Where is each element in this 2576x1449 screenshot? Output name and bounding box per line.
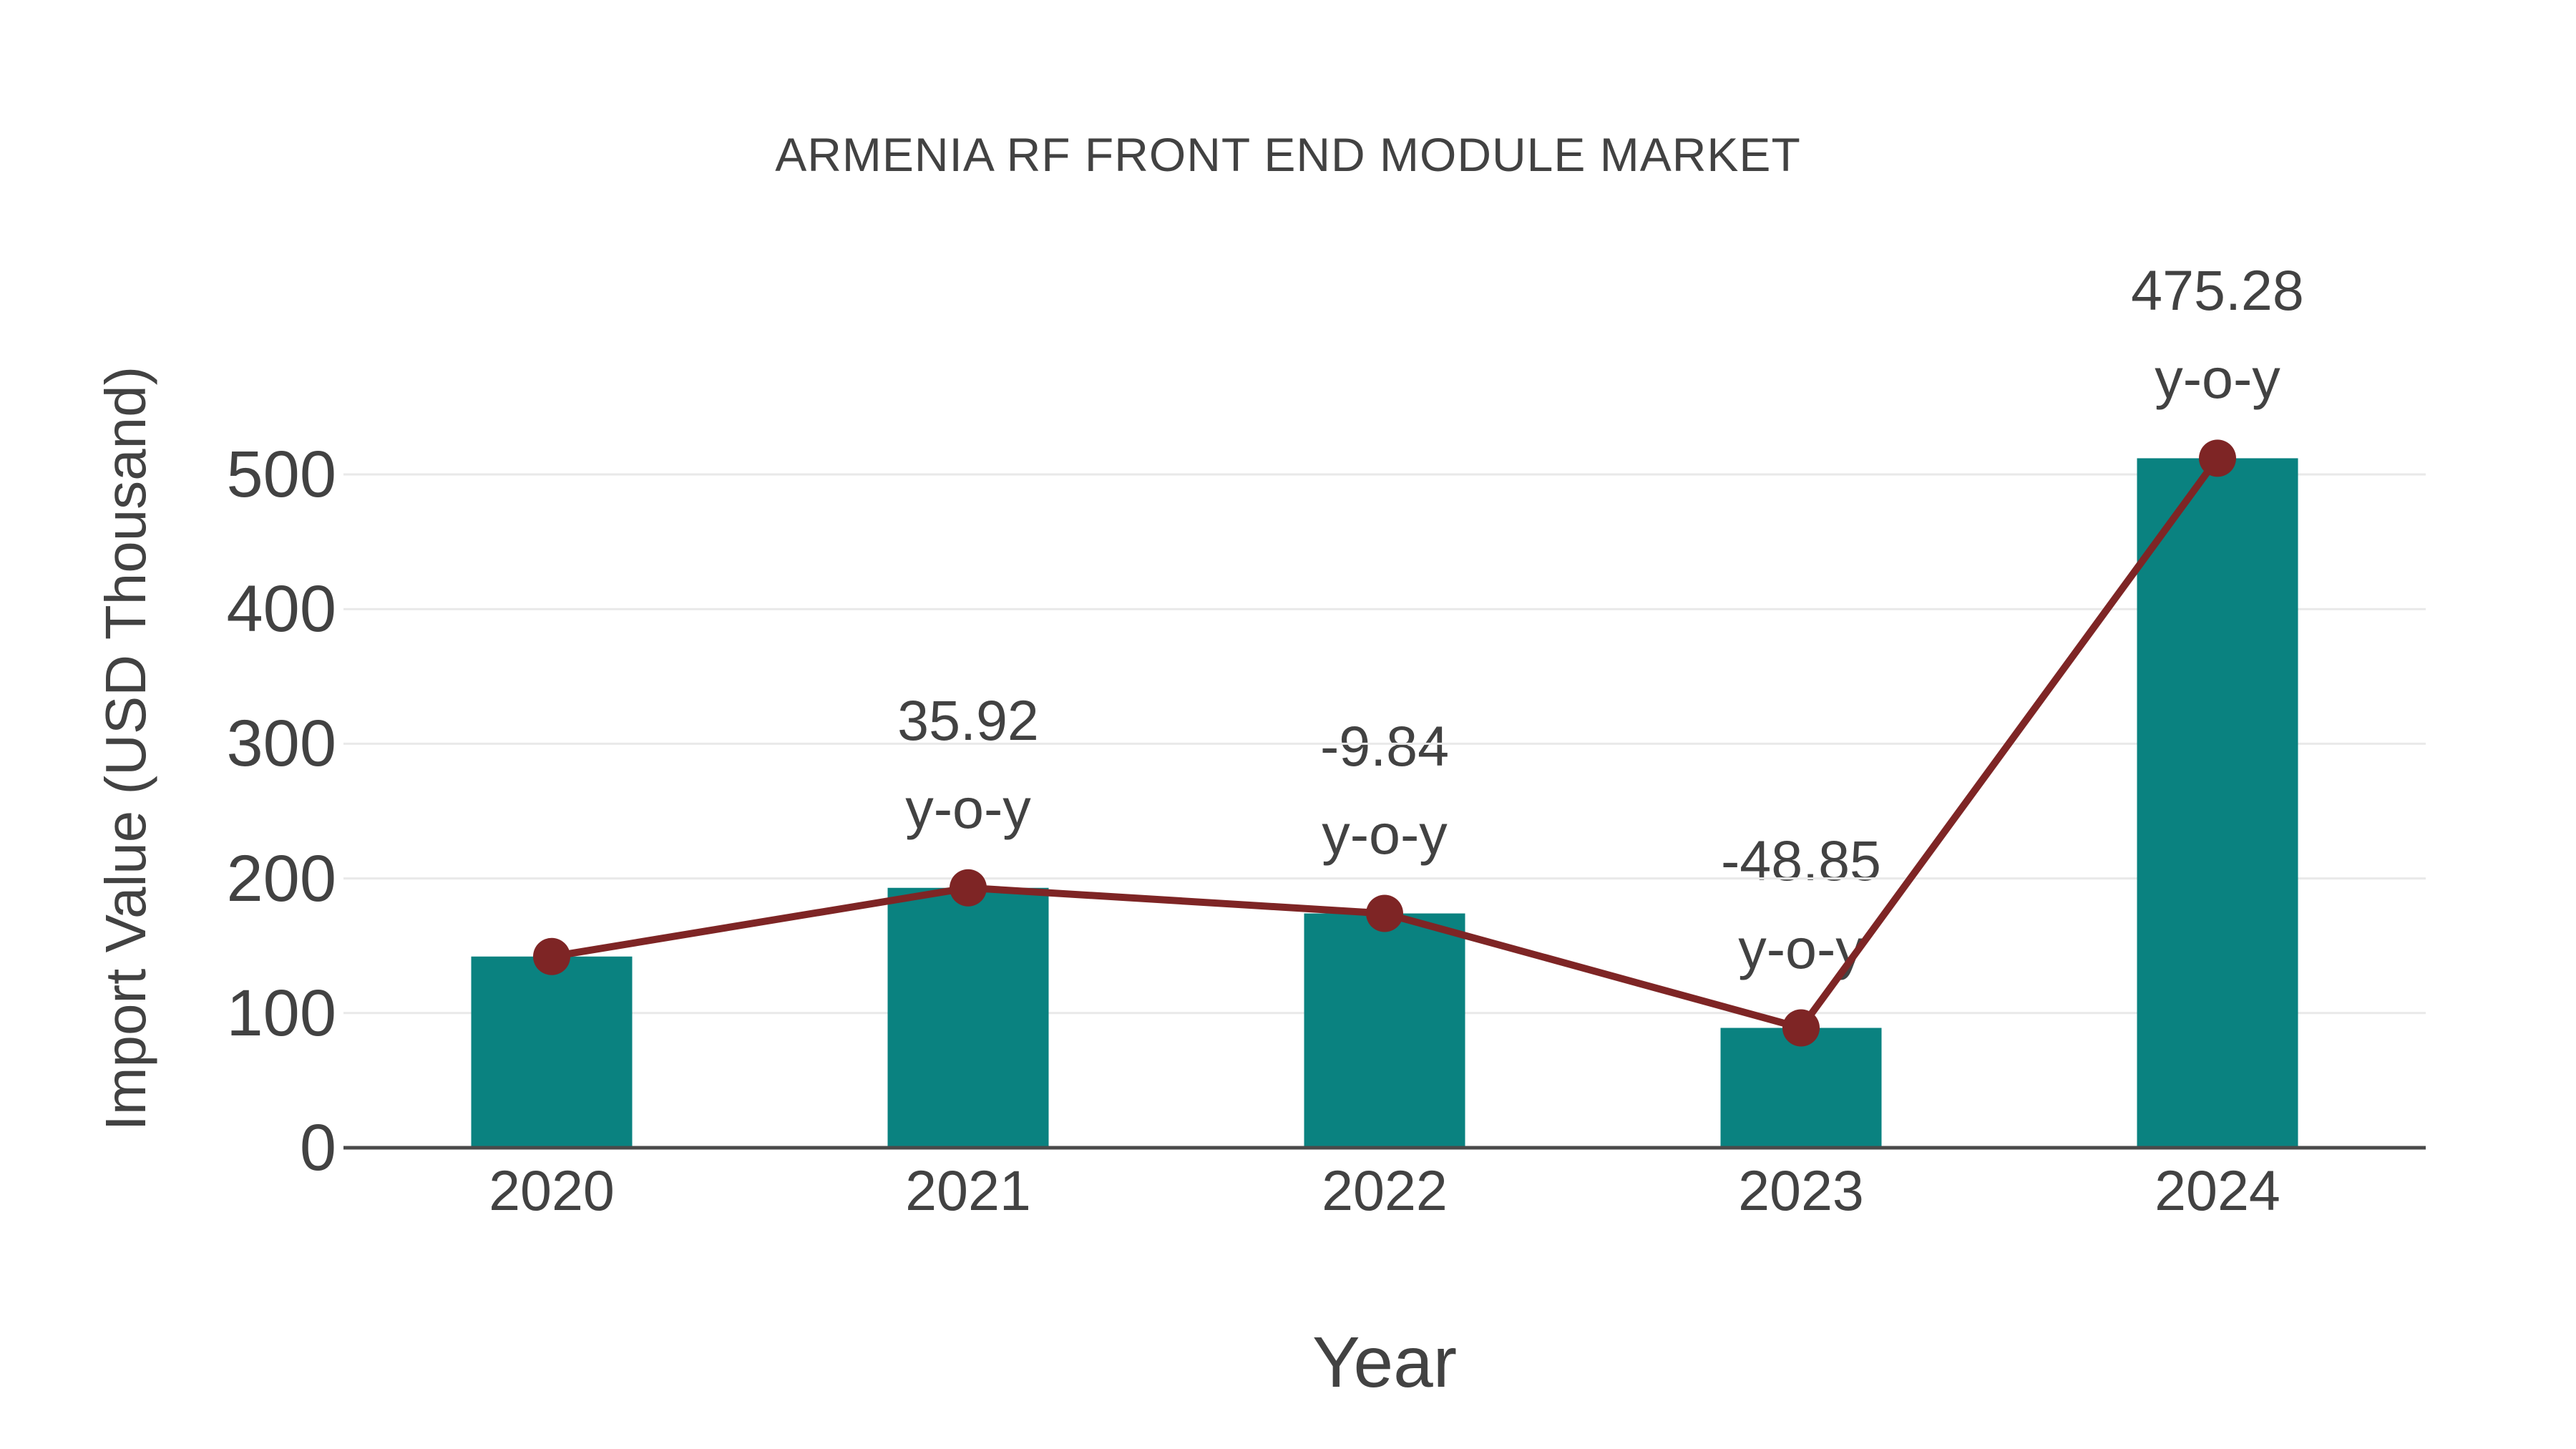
annotation-suffix: y-o-y xyxy=(1322,801,1448,866)
annotation-suffix: y-o-y xyxy=(905,776,1031,840)
x-tick-label: 2023 xyxy=(1738,1158,1864,1222)
annotation-suffix: y-o-y xyxy=(2155,346,2280,411)
x-tick-label: 2022 xyxy=(1322,1158,1448,1222)
chart-title: ARMENIA RF FRONT END MODULE MARKET xyxy=(775,128,1801,181)
annotation-suffix: y-o-y xyxy=(1738,916,1864,980)
annotation-value: -48.85 xyxy=(1720,828,1881,892)
x-tick-label: 2021 xyxy=(905,1158,1031,1222)
y-tick-label: 100 xyxy=(226,976,337,1050)
x-tick-label: 2020 xyxy=(489,1158,615,1222)
y-tick-label: 400 xyxy=(226,572,337,646)
y-tick-label: 200 xyxy=(226,841,337,915)
annotation-value: 475.28 xyxy=(2131,258,2304,323)
y-tick-label: 0 xyxy=(299,1111,336,1184)
y-tick-label: 300 xyxy=(226,707,337,781)
annotation-value: 35.92 xyxy=(897,688,1039,752)
x-axis-title: Year xyxy=(1312,1322,1458,1402)
y-tick-label: 500 xyxy=(226,438,337,511)
x-tick-label: 2024 xyxy=(2155,1158,2280,1222)
annotation-value: -9.84 xyxy=(1319,713,1450,778)
